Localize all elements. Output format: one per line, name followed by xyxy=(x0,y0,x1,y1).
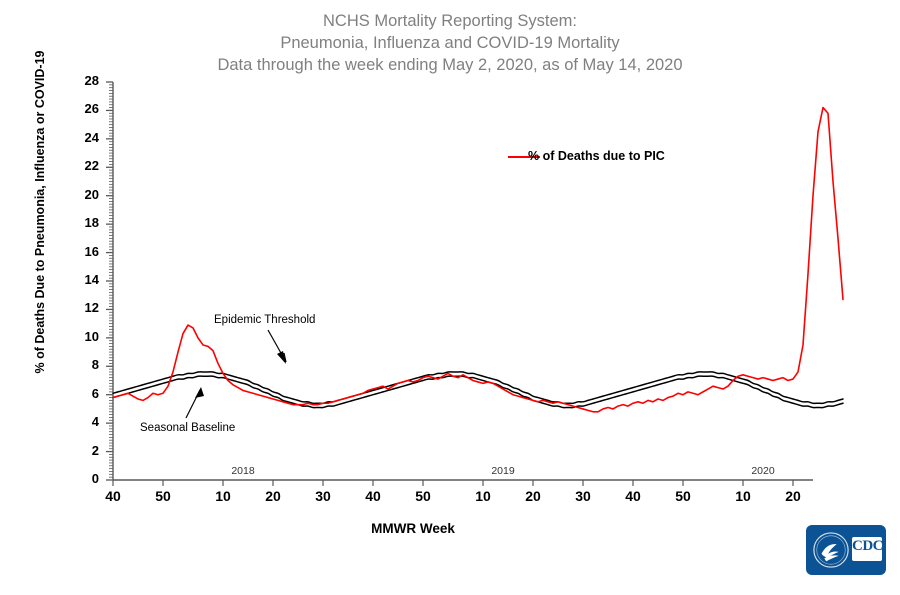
x-axis-title: MMWR Week xyxy=(371,521,455,536)
x-tick-label: 50 xyxy=(415,488,431,504)
y-tick-label: 24 xyxy=(84,129,99,145)
cdc-wordmark-box xyxy=(852,537,882,561)
y-tick-label: 2 xyxy=(91,442,99,458)
series-line-seasonal-baseline xyxy=(112,375,844,409)
y-tick-label: 16 xyxy=(84,243,99,259)
year-marker-label: 2019 xyxy=(491,465,515,477)
title-line-2: Pneumonia, Influenza and COVID-19 Mortal… xyxy=(280,34,620,52)
x-tick-label: 30 xyxy=(315,488,331,504)
hhs-seal-icon xyxy=(813,532,849,568)
x-tick-label: 50 xyxy=(155,488,171,504)
annotation-epidemic-threshold: Epidemic Threshold xyxy=(214,314,316,326)
x-tick-label: 10 xyxy=(215,488,231,504)
x-tick-label: 40 xyxy=(625,488,641,504)
title-line-1: NCHS Mortality Reporting System: xyxy=(323,12,577,30)
y-tick-label: 26 xyxy=(84,101,99,117)
annotation-arrowhead-baseline xyxy=(195,387,204,398)
cdc-logo: CDC xyxy=(806,525,886,575)
legend-label-pic: % of Deaths due to PIC xyxy=(528,149,665,163)
x-tick-label: 10 xyxy=(475,488,491,504)
x-tick-label: 30 xyxy=(575,488,591,504)
y-tick-label: 18 xyxy=(84,215,99,231)
y-tick-label: 14 xyxy=(84,272,99,287)
title-line-3: Data through the week ending May 2, 2020… xyxy=(217,56,683,74)
year-marker-label: 2020 xyxy=(751,465,775,477)
cdc-wordmark: CDC xyxy=(852,538,884,554)
y-tick-label: 20 xyxy=(84,186,99,202)
x-tick-label: 40 xyxy=(365,488,381,504)
x-tick-label: 10 xyxy=(735,488,751,504)
x-tick-label: 20 xyxy=(525,488,541,504)
y-tick-label: 22 xyxy=(84,158,99,174)
x-tick-label: 20 xyxy=(265,488,281,504)
annotation-arrowhead-threshold-fill xyxy=(277,351,286,364)
legend-swatch-pic xyxy=(508,156,540,158)
series-line-epidemic-threshold xyxy=(112,371,844,405)
annotation-seasonal-baseline: Seasonal Baseline xyxy=(140,422,236,434)
year-marker-label: 2018 xyxy=(231,465,255,477)
y-tick-label: 8 xyxy=(91,357,99,373)
y-tick-label: 10 xyxy=(84,328,99,344)
chart-title: NCHS Mortality Reporting System: Pneumon… xyxy=(0,10,900,76)
x-tick-label: 50 xyxy=(675,488,691,504)
x-tick-label: 20 xyxy=(785,488,801,504)
y-tick-label: 6 xyxy=(91,385,99,401)
y-tick-label: 0 xyxy=(91,471,99,486)
y-tick-label: 12 xyxy=(84,300,99,316)
y-axis-title: % of Deaths Due to Pneumonia, Influenza … xyxy=(33,50,47,374)
y-tick-label: 4 xyxy=(91,414,99,430)
y-tick-label: 28 xyxy=(84,73,99,88)
series-line--of-deaths-due-to-pic xyxy=(112,106,844,413)
x-tick-label: 40 xyxy=(105,488,121,504)
